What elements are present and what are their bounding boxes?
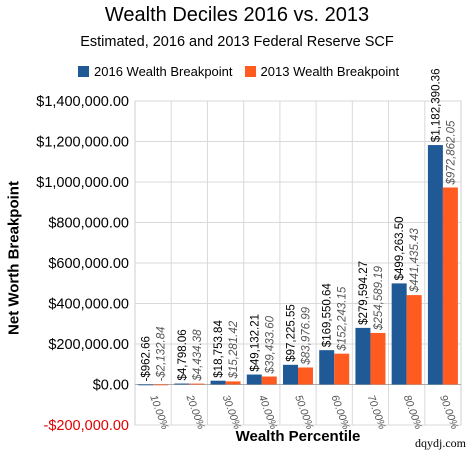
bar-2013	[225, 381, 241, 385]
legend-swatch-2013	[244, 66, 256, 77]
site-credit: dqydj.com	[415, 436, 466, 450]
y-tick-label: $1,200,000.00	[36, 135, 129, 151]
data-label-2013: $441,435.43	[409, 228, 421, 294]
data-label-2013: $152,243.15	[337, 286, 349, 352]
data-label-2013: $39,433.60	[264, 315, 276, 374]
x-axis-label: Wealth Percentile	[235, 428, 361, 445]
chart-title: Wealth Deciles 2016 vs. 2013	[104, 4, 370, 26]
bar-2016	[427, 145, 443, 385]
data-label-2016: $1,182,390.36	[430, 69, 442, 143]
data-label-2013: -$2,132.84	[156, 327, 168, 382]
bar-2013	[189, 383, 205, 385]
legend-item-2016: 2016 Wealth Breakpoint	[78, 64, 233, 79]
bar-2016	[283, 364, 298, 385]
data-label-2016: -$962.66	[141, 336, 153, 381]
bar-2016	[138, 384, 154, 386]
bar-2016	[355, 327, 371, 385]
legend-item-2013: 2013 Wealth Breakpoint	[244, 64, 400, 79]
bar-2013	[442, 187, 458, 385]
data-label-2013: $972,862.05	[445, 120, 457, 186]
bar-2016	[319, 350, 335, 385]
y-axis-label: Net Worth Breakpoint	[5, 181, 23, 335]
data-label-2016: $279,594.27	[358, 261, 370, 325]
y-tick-label: $1,000,000.00	[36, 175, 129, 191]
y-tick-label: $800,000.00	[48, 216, 129, 232]
data-label-2016: $97,225.55	[286, 304, 298, 362]
legend-swatch-2016	[78, 66, 89, 77]
bar-2016	[246, 374, 262, 385]
data-label-2016: $18,753.84	[213, 320, 225, 378]
chart-subtitle: Estimated, 2016 and 2013 Federal Reserve…	[80, 34, 394, 50]
bar-2016	[174, 383, 190, 385]
legend-label-2016: 2016 Wealth Breakpoint	[94, 64, 233, 79]
y-tick-label: $600,000.00	[48, 256, 129, 272]
bar-2013	[153, 384, 169, 386]
data-label-2013: $254,589.19	[373, 265, 385, 331]
data-label-2016: $49,132.21	[249, 314, 261, 372]
bar-2013	[298, 367, 313, 385]
y-tick-label: -$200,000.00	[44, 418, 129, 434]
data-label-2013: $15,281.42	[228, 320, 240, 379]
y-tick-label: $1,400,000.00	[36, 94, 129, 110]
y-tick-label: $0.00	[93, 378, 129, 394]
bar-2013	[261, 376, 277, 385]
data-label-2016: $4,798.06	[177, 329, 189, 380]
chart-legend: 2016 Wealth Breakpoint 2013 Wealth Break…	[78, 64, 399, 79]
bar-2016	[391, 283, 407, 385]
bar-2013	[406, 295, 422, 385]
y-tick-label: $400,000.00	[48, 297, 129, 313]
bar-2013	[334, 353, 350, 385]
y-tick-label: $200,000.00	[48, 337, 129, 353]
data-label-2016: $499,263.50	[394, 216, 406, 280]
legend-label-2013: 2013 Wealth Breakpoint	[260, 64, 400, 79]
bar-2013	[370, 332, 386, 385]
data-label-2013: $83,976.99	[301, 306, 313, 365]
data-label-2013: $4,434.38	[192, 329, 204, 382]
data-label-2016: $169,550.64	[322, 283, 334, 348]
bar-2016	[210, 380, 226, 385]
